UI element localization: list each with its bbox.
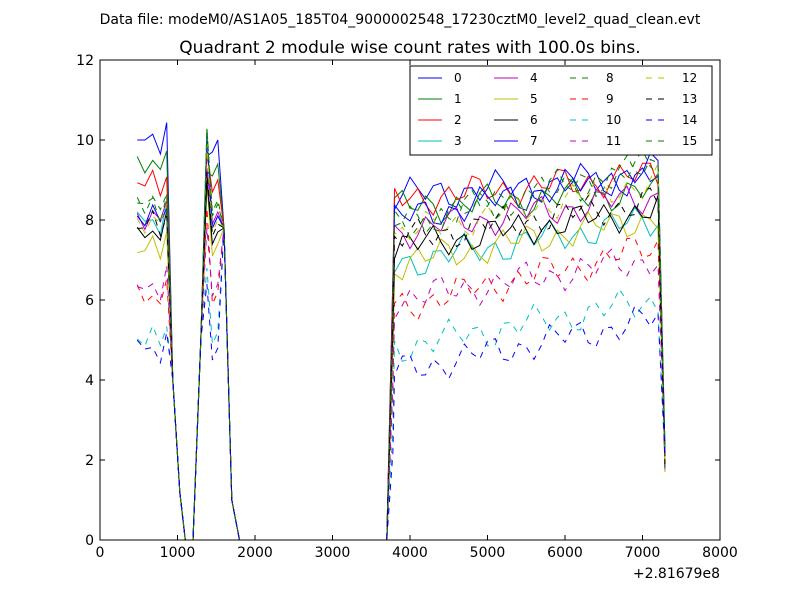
x-tick-label: 7000 <box>625 545 661 561</box>
y-tick-label: 2 <box>85 453 94 469</box>
series-layer <box>136 122 666 541</box>
y-tick-label: 4 <box>85 373 94 389</box>
legend-label-2: 2 <box>454 113 462 127</box>
series-line-15 <box>136 127 666 541</box>
x-tick-label: 4000 <box>392 545 428 561</box>
legend-label-11: 11 <box>606 134 621 148</box>
chart-title: Quadrant 2 module wise count rates with … <box>179 38 640 58</box>
x-tick-label: 1000 <box>160 545 196 561</box>
series-line-2 <box>137 151 666 541</box>
series-line-0 <box>137 122 666 541</box>
y-tick-label: 0 <box>85 533 94 549</box>
legend-label-6: 6 <box>530 113 538 127</box>
suptitle: Data file: modeM0/AS1A05_185T04_90000025… <box>100 12 701 28</box>
tick-layer: 0 1000 2000 3000 4000 5000 6000 7000 80000246810… <box>76 53 738 561</box>
y-tick-label: 12 <box>76 53 94 69</box>
x-tick-label: 3000 <box>315 545 351 561</box>
x-tick-label: 6000 <box>547 545 583 561</box>
legend-label-0: 0 <box>454 71 462 85</box>
series-line-11 <box>137 227 666 541</box>
series-line-14 <box>136 227 666 541</box>
series-line-1 <box>136 150 666 541</box>
x-tick-label: 0 <box>96 545 105 561</box>
legend-label-3: 3 <box>454 134 462 148</box>
y-tick-label: 10 <box>76 133 94 149</box>
legend-label-7: 7 <box>530 134 538 148</box>
legend-label-10: 10 <box>606 113 621 127</box>
legend-box <box>409 65 713 156</box>
legend-label-1: 1 <box>454 92 462 106</box>
legend-label-15: 15 <box>682 134 697 148</box>
legend-label-9: 9 <box>606 92 614 106</box>
x-tick-label: 8000 <box>702 545 738 561</box>
series-line-6 <box>136 179 666 541</box>
x-tick-label: 2000 <box>237 545 273 561</box>
series-line-9 <box>136 207 666 541</box>
series-line-13 <box>137 171 666 541</box>
legend-label-13: 13 <box>682 92 697 106</box>
y-tick-label: 8 <box>85 213 94 229</box>
legend-label-4: 4 <box>530 71 538 85</box>
x-tick-label: 5000 <box>470 545 506 561</box>
legend-label-14: 14 <box>682 113 697 127</box>
x-offset-label: +2.81679e8 <box>633 566 720 582</box>
legend-label-8: 8 <box>606 71 614 85</box>
series-line-8 <box>137 127 666 541</box>
legend-label-12: 12 <box>682 71 697 85</box>
legend-label-5: 5 <box>530 92 538 106</box>
series-line-10 <box>136 227 666 541</box>
y-tick-label: 6 <box>85 293 94 309</box>
